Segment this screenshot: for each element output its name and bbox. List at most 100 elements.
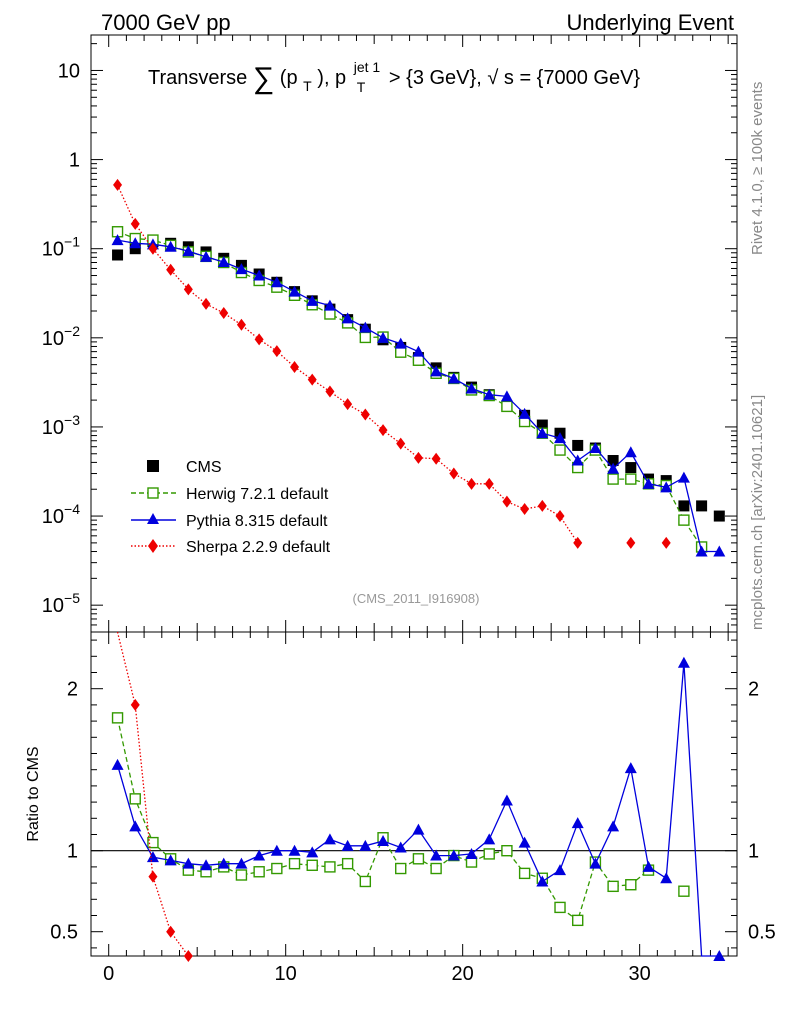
ratio-point-pythia: [200, 859, 213, 871]
main-y-tick-exponent: −3: [64, 412, 80, 428]
data-point-sherpa: [467, 477, 477, 490]
ratio-y-tick-label-left: 2: [67, 679, 78, 701]
title-pt-open: (p: [280, 67, 298, 89]
title-sigma: ∑: [253, 62, 274, 95]
main-y-tick-base: 10: [42, 239, 64, 261]
ratio-point-pythia: [164, 854, 177, 866]
ratio-point-pythia: [624, 762, 637, 774]
ratio-point-herwig: [324, 861, 336, 873]
ratio-point-pythia: [377, 834, 390, 846]
ratio-point-sherpa: [130, 698, 140, 711]
data-point-cms: [112, 249, 124, 261]
legend-entry-pythia: Pythia 8.315 default: [131, 513, 328, 530]
data-point-sherpa: [290, 361, 300, 374]
title-prefix: Transverse: [148, 67, 253, 89]
data-point-cms: [696, 500, 708, 512]
ratio-point-herwig: [235, 869, 248, 881]
ratio-y-tick-label-right: 1: [748, 841, 759, 863]
data-point-sherpa: [537, 499, 547, 512]
data-point-pythia: [483, 388, 496, 400]
ratio-point-pythia: [235, 857, 248, 869]
ratio-point-pythia: [341, 839, 354, 851]
data-point-sherpa: [148, 242, 158, 255]
ratio-point-pythia: [412, 823, 425, 835]
series-line-herwig: [117, 231, 703, 548]
series-herwig: [111, 226, 708, 553]
data-point-sherpa: [378, 424, 388, 437]
ratio-series-sherpa: [116, 631, 193, 962]
data-point-pythia: [306, 294, 319, 306]
data-point-pythia: [677, 471, 690, 483]
data-point-herwig: [412, 354, 425, 366]
series-sherpa: [113, 178, 671, 549]
data-point-sherpa: [201, 297, 211, 310]
data-point-herwig: [359, 331, 372, 344]
main-y-tick-label: 10−5: [42, 590, 80, 617]
legend: CMS Herwig 7.2.1 default Pythia 8.315 de…: [131, 459, 331, 556]
main-y-tick-exponent: −2: [64, 323, 80, 339]
data-point-pythia: [359, 321, 372, 333]
data-point-pythia: [571, 454, 584, 466]
data-point-sherpa: [626, 536, 636, 549]
ratio-y-tick-label-left: 1: [67, 841, 78, 863]
data-point-sherpa: [343, 398, 353, 411]
ratio-point-pythia: [607, 820, 620, 832]
data-point-pythia: [129, 237, 142, 249]
data-point-sherpa: [236, 318, 246, 331]
data-point-pythia: [164, 240, 177, 252]
main-y-tick-exponent: −5: [64, 590, 80, 606]
ratio-point-pythia: [589, 857, 602, 869]
ratio-line-sherpa: [116, 631, 189, 957]
data-point-pythia: [447, 372, 460, 384]
ratio-point-pythia: [536, 875, 549, 887]
title-jet-sub: T: [357, 79, 366, 95]
ratio-point-herwig: [111, 712, 124, 724]
main-y-tick-base: 10: [42, 506, 64, 528]
data-point-pythia: [695, 545, 708, 557]
ratio-point-pythia: [359, 839, 372, 851]
data-point-pythia: [111, 234, 124, 246]
main-y-tick-label: 1: [69, 150, 80, 172]
ratio-point-pythia: [571, 817, 584, 829]
ratio-point-pythia: [677, 656, 690, 668]
data-point-herwig: [554, 444, 566, 456]
ratio-point-herwig: [430, 862, 442, 875]
ratio-point-pythia: [323, 833, 336, 845]
data-point-sherpa: [520, 502, 530, 515]
main-panel-data: [111, 178, 726, 557]
legend-sherpa-label: Sherpa 2.2.9 default: [186, 539, 331, 556]
title-jet-sup: jet 1: [353, 59, 381, 75]
data-point-sherpa: [254, 333, 264, 346]
data-point-pythia: [323, 299, 336, 311]
data-point-pythia: [518, 407, 531, 419]
ratio-point-herwig: [129, 793, 141, 805]
ratio-point-herwig: [341, 857, 354, 870]
data-point-herwig: [607, 473, 619, 485]
ratio-x-tick-label: 0: [103, 963, 114, 985]
main-y-tick-base: 10: [58, 60, 80, 82]
data-point-sherpa: [573, 536, 583, 549]
legend-sherpa-marker: [148, 539, 158, 553]
data-point-sherpa: [166, 263, 176, 276]
data-point-pythia: [713, 545, 726, 557]
data-point-cms: [129, 243, 141, 255]
ratio-point-herwig: [271, 862, 283, 875]
ratio-point-pythia: [270, 844, 283, 856]
data-point-pythia: [341, 312, 354, 324]
ratio-point-pythia: [447, 849, 460, 861]
data-point-pythia: [235, 263, 248, 275]
data-point-pythia: [200, 250, 213, 262]
ratio-panel-data: [91, 631, 737, 962]
data-point-sherpa: [183, 283, 193, 296]
main-y-tick-label: 10−2: [42, 323, 80, 350]
data-point-sherpa: [502, 495, 512, 508]
data-point-sherpa: [413, 451, 423, 464]
data-point-sherpa: [360, 408, 370, 421]
data-point-sherpa: [307, 373, 317, 386]
data-point-sherpa: [555, 510, 565, 523]
header-left: 7000 GeV pp: [101, 10, 231, 35]
ratio-point-pythia: [111, 758, 124, 770]
main-y-tick-base: 10: [42, 328, 64, 350]
ratio-point-herwig: [412, 853, 425, 865]
